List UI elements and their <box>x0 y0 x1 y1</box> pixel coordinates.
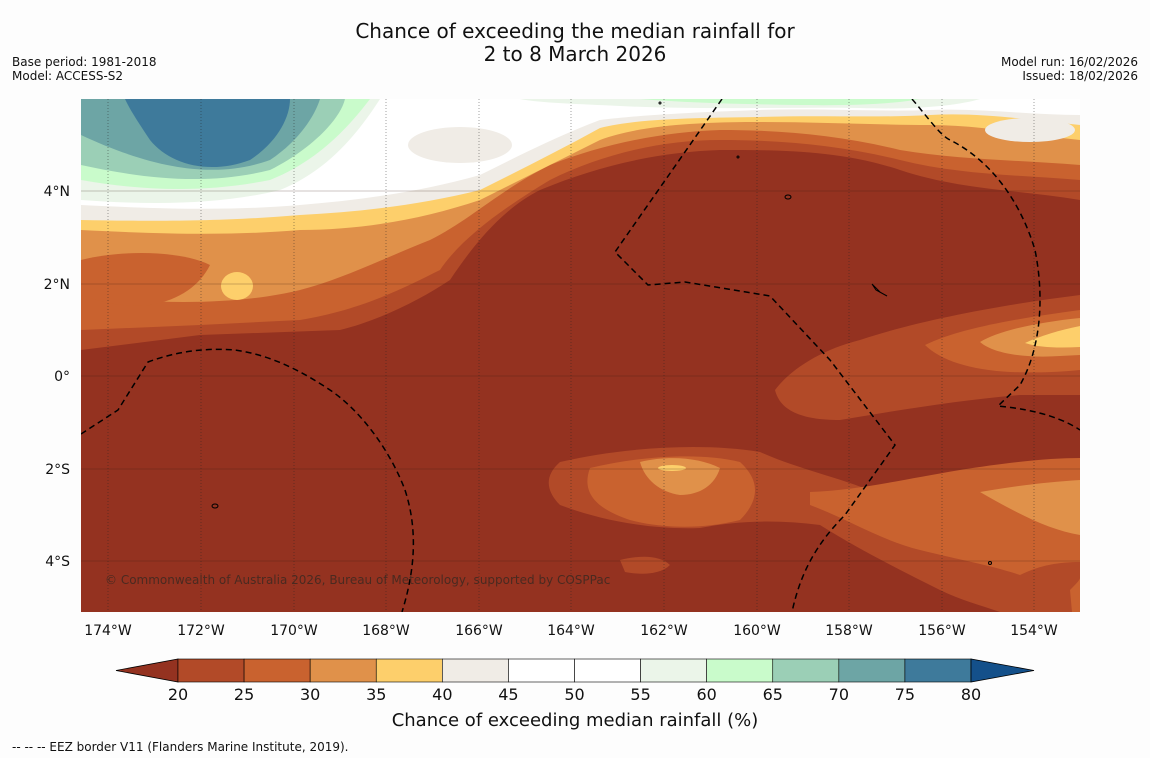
colorbar: 20 25 30 35 40 45 50 55 60 65 70 75 80 <box>115 658 1035 704</box>
patch-south-35 <box>640 458 1080 535</box>
eez-borders <box>81 99 1080 612</box>
contour-45-patch-2 <box>985 118 1075 142</box>
lon-label: 154°W <box>1010 623 1058 639</box>
model-run-date: Model run: 16/02/2026 <box>1000 55 1138 69</box>
lat-label: 0° <box>54 369 70 385</box>
colorbar-segment <box>640 658 707 683</box>
lat-label: 2°N <box>44 277 70 293</box>
patch-south-east-25 <box>1020 562 1080 612</box>
colorbar-segment <box>442 658 509 683</box>
island-marks <box>211 101 992 565</box>
colorbar-segment <box>706 658 774 683</box>
colorbar-tick-label: 65 <box>763 685 783 704</box>
lat-label: 4°S <box>45 554 70 570</box>
patch-south-30 <box>587 456 1080 600</box>
lon-label: 162°W <box>640 623 688 639</box>
lon-label: 166°W <box>455 623 503 639</box>
colorbar-extend-low <box>115 658 179 683</box>
lon-label: 174°W <box>84 623 132 639</box>
eez-footnote: -- -- -- EEZ border V11 (Flanders Marine… <box>12 740 349 754</box>
colorbar-segment <box>772 658 840 683</box>
colorbar-tick-label: 40 <box>432 685 452 704</box>
title-line-2: 2 to 8 March 2026 <box>483 42 667 66</box>
patch-south-40 <box>658 465 686 471</box>
colorbar-segment <box>309 658 377 683</box>
colorbar-tick-label: 50 <box>564 685 584 704</box>
colorbar-tick-label: 35 <box>366 685 386 704</box>
colorbar-segment <box>177 658 245 683</box>
patch-east-40 <box>1025 326 1080 348</box>
colorbar-segment <box>375 658 443 683</box>
colorbar-segment <box>838 658 906 683</box>
lon-label: 164°W <box>547 623 595 639</box>
colorbar-segment <box>574 658 641 683</box>
lat-label: 2°S <box>45 462 70 478</box>
colorbar-segment <box>243 658 311 683</box>
contour-45-patch <box>408 127 512 163</box>
patch-west-30 <box>81 253 210 306</box>
meta-right: Model run: 16/02/2026 Issued: 18/02/2026 <box>1001 55 1138 83</box>
colorbar-extend-high <box>970 658 1035 683</box>
patch-south-east-30 <box>1070 578 1080 612</box>
colorbar-tick-label: 25 <box>234 685 254 704</box>
lon-label: 158°W <box>825 623 873 639</box>
colorbar-tick-label: 45 <box>498 685 518 704</box>
lon-label: 170°W <box>270 623 318 639</box>
colorbar-tick-label: 70 <box>829 685 849 704</box>
patch-west-40 <box>221 272 253 300</box>
base-period: Base period: 1981-2018 <box>12 55 157 69</box>
title-line-1: Chance of exceeding the median rainfall … <box>355 19 795 43</box>
colorbar-tick-label: 20 <box>168 685 188 704</box>
rainfall-map: © Commonwealth of Australia 2026, Bureau… <box>81 99 1080 612</box>
lat-labels: 4°N 2°N 0° 2°S 4°S <box>44 184 71 570</box>
colorbar-tick-label: 60 <box>696 685 716 704</box>
colorbar-segment <box>904 658 972 683</box>
lon-label: 168°W <box>362 623 410 639</box>
lon-labels: 174°W 172°W 170°W 168°W 166°W 164°W 162°… <box>84 623 1058 639</box>
lat-lines <box>81 190 1080 562</box>
issued-date: Issued: 18/02/2026 <box>1022 69 1138 83</box>
colorbar-tick-label: 75 <box>895 685 915 704</box>
lon-label: 172°W <box>177 623 225 639</box>
copyright-text: © Commonwealth of Australia 2026, Bureau… <box>105 573 610 587</box>
model-name: Model: ACCESS-S2 <box>12 69 124 83</box>
lat-label: 4°N <box>44 184 70 200</box>
colorbar-title: Chance of exceeding median rainfall (%) <box>391 710 759 731</box>
colorbar-segment <box>508 658 575 683</box>
chart-title: Chance of exceeding the median rainfall … <box>0 20 1150 66</box>
colorbar-tick-label: 55 <box>630 685 650 704</box>
colorbar-tick-label: 80 <box>961 685 981 704</box>
lon-label: 160°W <box>733 623 781 639</box>
colorbar-tick-label: 30 <box>300 685 320 704</box>
contour-80 <box>125 99 290 168</box>
meta-left: Base period: 1981-2018 Model: ACCESS-S2 <box>12 55 157 83</box>
lon-label: 156°W <box>918 623 966 639</box>
